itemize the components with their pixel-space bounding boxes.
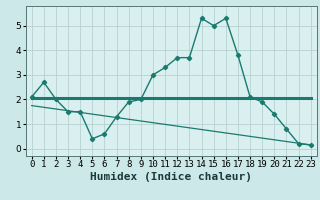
X-axis label: Humidex (Indice chaleur): Humidex (Indice chaleur) [90,172,252,182]
